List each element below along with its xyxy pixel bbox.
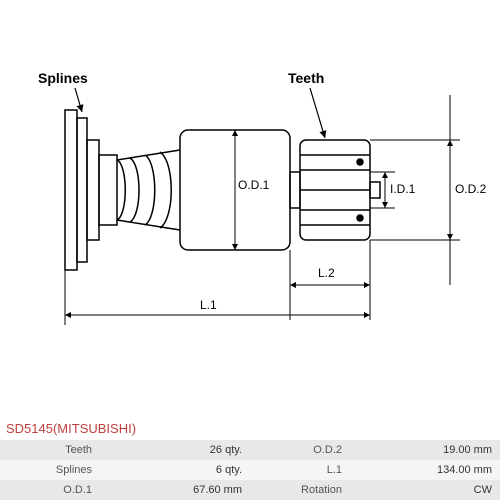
table-row: Teeth 26 qty. O.D.2 19.00 mm: [0, 440, 500, 460]
part-title: SD5145(MITSUBISHI): [0, 417, 500, 440]
technical-drawing: Splines Teeth O.D.1 I.D.1 O.D.2 L.2 L.1: [0, 0, 500, 410]
spec-label: L.1: [250, 460, 350, 480]
table-row: O.D.1 67.60 mm Rotation CW: [0, 480, 500, 500]
spec-label: O.D.1: [0, 480, 100, 500]
spec-label: Rotation: [250, 480, 350, 500]
table-row: Splines 6 qty. L.1 134.00 mm: [0, 460, 500, 480]
spec-label: Teeth: [0, 440, 100, 460]
spec-value: 67.60 mm: [100, 480, 250, 500]
spec-value: CW: [350, 480, 500, 500]
spec-label: Splines: [0, 460, 100, 480]
spec-value: 134.00 mm: [350, 460, 500, 480]
spec-table-area: SD5145(MITSUBISHI) Teeth 26 qty. O.D.2 1…: [0, 417, 500, 500]
spec-value: 26 qty.: [100, 440, 250, 460]
spec-label: O.D.2: [250, 440, 350, 460]
teeth-label: Teeth: [288, 70, 324, 86]
l2-dim: L.2: [318, 266, 335, 280]
l1-dim: L.1: [200, 298, 217, 312]
od1-dim: O.D.1: [238, 178, 269, 192]
spec-value: 19.00 mm: [350, 440, 500, 460]
spec-value: 6 qty.: [100, 460, 250, 480]
id1-dim: I.D.1: [390, 182, 415, 196]
spec-table: Teeth 26 qty. O.D.2 19.00 mm Splines 6 q…: [0, 440, 500, 500]
od2-dim: O.D.2: [455, 182, 486, 196]
splines-label: Splines: [38, 70, 88, 86]
